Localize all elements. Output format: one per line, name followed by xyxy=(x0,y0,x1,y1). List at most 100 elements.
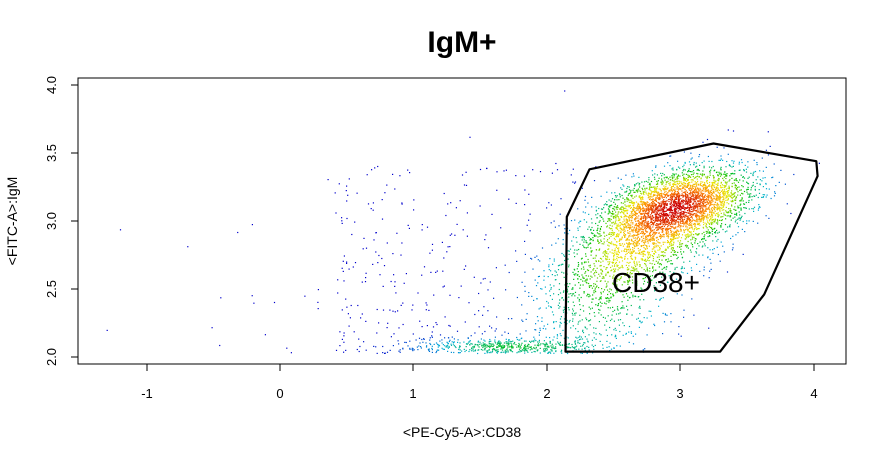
scatter-point xyxy=(603,277,605,279)
scatter-point xyxy=(670,248,672,250)
scatter-point xyxy=(680,251,682,253)
scatter-point xyxy=(714,182,716,184)
scatter-point xyxy=(711,207,713,209)
scatter-point xyxy=(708,226,710,228)
scatter-point xyxy=(702,141,704,143)
scatter-point xyxy=(341,220,343,222)
scatter-point xyxy=(726,175,728,177)
scatter-point xyxy=(743,207,745,209)
scatter-point xyxy=(731,172,734,174)
scatter-point xyxy=(667,228,669,230)
scatter-point xyxy=(697,208,699,210)
scatter-point xyxy=(720,190,723,192)
scatter-point xyxy=(579,287,581,289)
scatter-point xyxy=(660,264,662,266)
scatter-point xyxy=(684,234,686,236)
scatter-point xyxy=(674,237,676,239)
scatter-point xyxy=(638,228,640,230)
scatter-point xyxy=(551,343,553,345)
scatter-point xyxy=(586,278,588,280)
scatter-point xyxy=(534,279,536,281)
scatter-point xyxy=(643,223,646,225)
scatter-point xyxy=(643,277,645,280)
scatter-point xyxy=(629,273,631,275)
scatter-point xyxy=(637,205,639,207)
scatter-point xyxy=(692,195,694,197)
scatter-point xyxy=(647,251,649,253)
scatter-point xyxy=(583,277,585,279)
scatter-point xyxy=(665,176,667,178)
scatter-point xyxy=(661,268,663,270)
scatter-point xyxy=(510,350,512,352)
scatter-point xyxy=(583,219,585,221)
scatter-point xyxy=(636,238,638,240)
scatter-point xyxy=(652,256,654,258)
scatter-point xyxy=(632,343,635,345)
scatter-point xyxy=(612,252,614,254)
scatter-point xyxy=(585,255,587,257)
scatter-point xyxy=(649,186,651,188)
scatter-point xyxy=(578,248,580,251)
scatter-point xyxy=(590,271,592,273)
scatter-point xyxy=(706,220,709,222)
scatter-point xyxy=(613,329,615,331)
scatter-point xyxy=(710,208,712,210)
scatter-point xyxy=(725,195,728,197)
scatter-point xyxy=(697,221,699,223)
scatter-point xyxy=(543,279,545,281)
scatter-point xyxy=(503,170,505,172)
scatter-point xyxy=(648,192,650,194)
scatter-point xyxy=(588,296,590,298)
scatter-point xyxy=(630,199,632,201)
scatter-point xyxy=(485,234,487,236)
scatter-point xyxy=(750,189,752,191)
scatter-point xyxy=(686,215,688,217)
scatter-point xyxy=(607,208,610,210)
scatter-point xyxy=(618,247,620,249)
scatter-point xyxy=(633,241,635,243)
scatter-point xyxy=(512,340,514,342)
scatter-point xyxy=(746,189,748,191)
scatter-point xyxy=(647,208,649,211)
scatter-point xyxy=(589,264,591,266)
scatter-point xyxy=(633,262,636,264)
scatter-point xyxy=(669,194,671,196)
scatter-point xyxy=(604,253,606,255)
scatter-point xyxy=(640,203,642,205)
scatter-point xyxy=(658,232,660,234)
scatter-point xyxy=(624,191,626,193)
scatter-point xyxy=(626,250,628,252)
scatter-point xyxy=(616,199,618,201)
scatter-point xyxy=(719,207,721,209)
scatter-point xyxy=(658,196,660,198)
scatter-point xyxy=(649,227,651,229)
scatter-point xyxy=(689,189,691,191)
scatter-point xyxy=(584,342,586,344)
scatter-point xyxy=(572,181,574,183)
scatter-point xyxy=(673,228,676,230)
scatter-point xyxy=(687,233,689,235)
scatter-point xyxy=(425,346,428,348)
scatter-point xyxy=(449,246,451,248)
scatter-point xyxy=(364,281,367,283)
scatter-point xyxy=(695,238,697,240)
scatter-point xyxy=(640,251,643,253)
scatter-point xyxy=(534,256,536,258)
scatter-point xyxy=(601,208,604,210)
scatter-point xyxy=(701,195,703,197)
scatter-point xyxy=(647,210,649,212)
scatter-point xyxy=(696,192,698,194)
scatter-point xyxy=(599,333,601,335)
scatter-point xyxy=(666,314,668,316)
scatter-point xyxy=(710,212,712,214)
scatter-point xyxy=(699,210,701,212)
scatter-point xyxy=(624,216,626,218)
scatter-point xyxy=(701,175,704,177)
scatter-point xyxy=(633,260,635,262)
scatter-point xyxy=(567,250,569,252)
scatter-point xyxy=(599,309,601,311)
scatter-point xyxy=(669,227,671,229)
scatter-point xyxy=(629,255,632,257)
scatter-point xyxy=(582,211,584,213)
scatter-point xyxy=(632,282,634,284)
